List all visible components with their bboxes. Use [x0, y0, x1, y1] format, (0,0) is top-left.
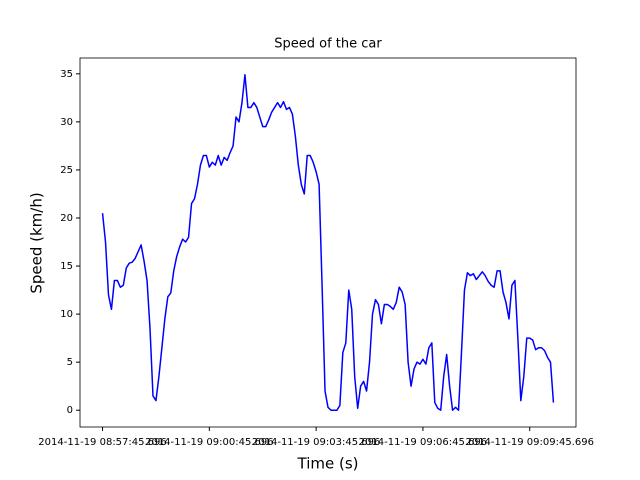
x-tick-label: 2014-11-19 08:57:45.696 [38, 437, 166, 448]
y-tick-label: 10 [60, 309, 73, 320]
axes-frame [79, 57, 577, 428]
y-tick-label: 15 [60, 261, 73, 272]
y-tick-label: 5 [67, 357, 73, 368]
y-tick-label: 30 [60, 117, 73, 128]
x-axis-label: Time (s) [297, 455, 359, 473]
y-axis-label: Speed (km/h) [28, 192, 46, 293]
y-tick-label: 35 [60, 69, 73, 80]
x-tick-label: 2014-11-19 09:06:45.696 [359, 437, 487, 448]
x-tick-label: 2014-11-19 09:00:45.696 [145, 437, 273, 448]
line [101, 74, 555, 411]
y-tick-label: 0 [67, 405, 73, 416]
x-tick-label: 2014-11-19 09:03:45.696 [252, 437, 380, 448]
y-tick-label: 20 [60, 213, 73, 224]
x-tick-label: 2014-11-19 09:09:45.696 [465, 437, 593, 448]
y-tick-label: 25 [60, 165, 73, 176]
chart-title: Speed of the car [274, 37, 382, 52]
